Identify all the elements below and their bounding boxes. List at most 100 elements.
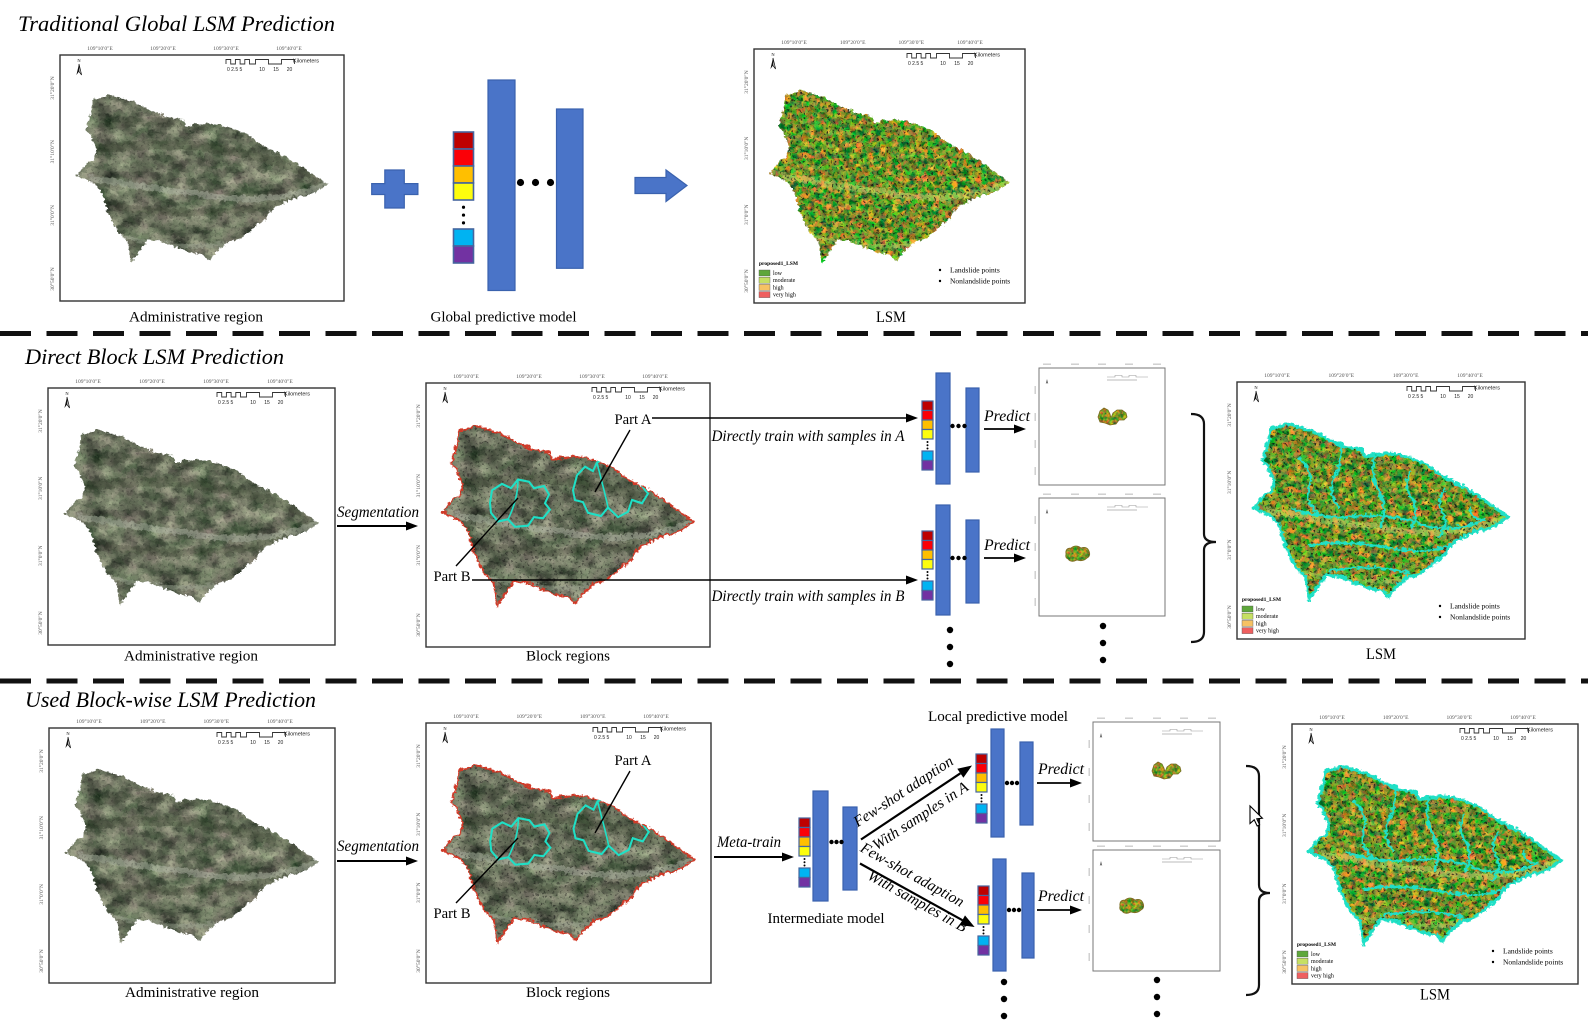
svg-text:low: low — [773, 271, 783, 277]
svg-text:20: 20 — [1468, 394, 1474, 400]
svg-text:LSM: LSM — [1420, 987, 1450, 1004]
svg-text:Nonlandslide points: Nonlandslide points — [1503, 958, 1563, 967]
svg-text:15: 15 — [264, 740, 270, 746]
svg-text:109°40′0″E: 109°40′0″E — [267, 378, 293, 385]
svg-text:N: N — [66, 731, 70, 736]
svg-text:31°0′0″N: 31°0′0″N — [415, 545, 422, 566]
svg-text:low: low — [1256, 607, 1266, 613]
svg-text:10: 10 — [259, 67, 265, 73]
svg-text:0 2.5 5: 0 2.5 5 — [218, 740, 234, 746]
svg-text:Administrative region: Administrative region — [125, 985, 260, 1001]
svg-text:high: high — [773, 285, 784, 291]
svg-text:20: 20 — [654, 735, 660, 741]
svg-text:Administrative region: Administrative region — [129, 310, 264, 326]
svg-text:109°20′0″E: 109°20′0″E — [139, 378, 165, 385]
svg-text:Kilometers: Kilometers — [1527, 728, 1553, 734]
svg-text:20: 20 — [1521, 736, 1527, 742]
svg-text:31°20′0″N: 31°20′0″N — [38, 749, 45, 772]
svg-text:109°30′0″E: 109°30′0″E — [1447, 714, 1473, 721]
svg-text:Administrative region: Administrative region — [124, 649, 259, 665]
svg-text:N: N — [771, 52, 775, 57]
svg-text:109°20′0″E: 109°20′0″E — [840, 39, 866, 46]
svg-text:20: 20 — [287, 67, 293, 73]
svg-text:Directly train with samples in: Directly train with samples in A — [711, 428, 905, 445]
svg-text:Predict: Predict — [983, 537, 1031, 554]
svg-text:30°50′0″N: 30°50′0″N — [415, 613, 422, 636]
svg-text:109°20′0″E: 109°20′0″E — [140, 718, 166, 725]
svg-text:10: 10 — [250, 400, 256, 406]
svg-text:0 2.5 5: 0 2.5 5 — [593, 395, 609, 401]
svg-text:0 2.5 5: 0 2.5 5 — [908, 61, 924, 67]
svg-text:31°0′0″N: 31°0′0″N — [743, 204, 750, 225]
svg-text:very high: very high — [1256, 629, 1279, 635]
svg-text:20: 20 — [653, 395, 659, 401]
svg-text:20: 20 — [278, 740, 284, 746]
svg-text:Predict: Predict — [1037, 761, 1085, 778]
svg-text:0 2.5 5: 0 2.5 5 — [1461, 736, 1477, 742]
svg-text:Kilometers: Kilometers — [659, 387, 685, 393]
svg-text:15: 15 — [1454, 394, 1460, 400]
svg-text:15: 15 — [264, 400, 270, 406]
svg-text:31°10′0″N: 31°10′0″N — [49, 140, 56, 163]
svg-text:very high: very high — [1311, 974, 1334, 980]
svg-text:109°10′0″E: 109°10′0″E — [453, 713, 479, 720]
svg-text:31°20′0″N: 31°20′0″N — [1226, 403, 1233, 426]
svg-text:109°10′0″E: 109°10′0″E — [781, 39, 807, 46]
svg-text:31°0′0″N: 31°0′0″N — [1226, 539, 1233, 560]
svg-text:Intermediate model: Intermediate model — [768, 911, 885, 927]
svg-text:Segmentation: Segmentation — [337, 838, 419, 855]
svg-text:31°10′0″N: 31°10′0″N — [743, 137, 750, 160]
svg-text:N: N — [443, 726, 447, 731]
svg-text:Segmentation: Segmentation — [337, 504, 419, 521]
svg-text:15: 15 — [273, 67, 279, 73]
svg-text:31°0′0″N: 31°0′0″N — [1281, 883, 1288, 904]
svg-text:109°40′0″E: 109°40′0″E — [276, 45, 302, 52]
svg-text:15: 15 — [640, 735, 646, 741]
svg-text:109°30′0″E: 109°30′0″E — [579, 373, 605, 380]
svg-text:10: 10 — [626, 735, 632, 741]
svg-text:Meta-train: Meta-train — [716, 834, 781, 851]
svg-text:109°20′0″E: 109°20′0″E — [516, 373, 542, 380]
svg-text:31°20′0″N: 31°20′0″N — [1281, 745, 1288, 768]
svg-text:109°10′0″E: 109°10′0″E — [76, 718, 102, 725]
svg-text:Kilometers: Kilometers — [660, 727, 686, 733]
svg-text:high: high — [1256, 621, 1267, 627]
svg-text:31°20′0″N: 31°20′0″N — [415, 404, 422, 427]
svg-text:N: N — [77, 58, 81, 63]
svg-text:31°10′0″N: 31°10′0″N — [1281, 814, 1288, 837]
svg-text:31°20′0″N: 31°20′0″N — [415, 744, 422, 767]
svg-text:31°10′0″N: 31°10′0″N — [37, 477, 44, 500]
svg-text:low: low — [1311, 952, 1321, 958]
svg-text:0 2.5 5: 0 2.5 5 — [227, 67, 243, 73]
svg-text:Part B: Part B — [434, 569, 471, 585]
svg-text:Direct Block LSM Prediction: Direct Block LSM Prediction — [24, 344, 284, 369]
svg-text:Directly train with samples in: Directly train with samples in B — [711, 588, 905, 605]
svg-text:31°20′0″N: 31°20′0″N — [743, 70, 750, 93]
svg-text:Kilometers: Kilometers — [284, 392, 310, 398]
svg-text:15: 15 — [1507, 736, 1513, 742]
svg-text:31°10′0″N: 31°10′0″N — [1226, 471, 1233, 494]
svg-text:10: 10 — [250, 740, 256, 746]
svg-text:31°20′0″N: 31°20′0″N — [37, 409, 44, 432]
svg-text:0 2.5 5: 0 2.5 5 — [1408, 394, 1424, 400]
svg-text:31°0′0″N: 31°0′0″N — [49, 205, 56, 226]
svg-text:high: high — [1311, 966, 1322, 972]
svg-text:31°0′0″N: 31°0′0″N — [37, 545, 44, 566]
svg-text:109°10′0″E: 109°10′0″E — [1319, 714, 1345, 721]
svg-text:109°20′0″E: 109°20′0″E — [517, 713, 543, 720]
svg-text:Used Block-wise LSM Prediction: Used Block-wise LSM Prediction — [25, 687, 316, 712]
svg-text:109°10′0″E: 109°10′0″E — [1264, 372, 1290, 379]
svg-text:30°50′0″N: 30°50′0″N — [1226, 605, 1233, 628]
svg-text:109°40′0″E: 109°40′0″E — [643, 713, 669, 720]
svg-text:109°30′0″E: 109°30′0″E — [203, 378, 229, 385]
svg-text:30°50′0″N: 30°50′0″N — [1281, 950, 1288, 973]
svg-text:109°30′0″E: 109°30′0″E — [1393, 372, 1419, 379]
svg-text:109°30′0″E: 109°30′0″E — [580, 713, 606, 720]
svg-text:Global predictive model: Global predictive model — [431, 310, 577, 326]
svg-text:Predict: Predict — [983, 408, 1031, 425]
svg-text:LSM: LSM — [1366, 646, 1396, 663]
svg-text:Block regions: Block regions — [526, 985, 610, 1001]
svg-text:proposed1_LSM: proposed1_LSM — [1242, 597, 1282, 603]
svg-text:Part A: Part A — [615, 412, 652, 428]
svg-text:Kilometers: Kilometers — [293, 59, 319, 65]
